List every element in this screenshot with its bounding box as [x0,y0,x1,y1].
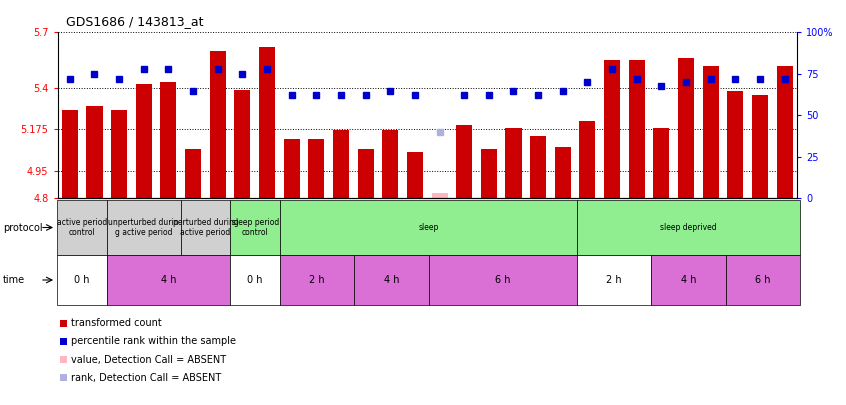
Text: 2 h: 2 h [607,275,622,285]
Text: 2 h: 2 h [310,275,325,285]
Bar [135,84,151,198]
Bar [555,147,571,198]
Text: perturbed during
active period: perturbed during active period [173,218,239,237]
Bar [111,110,127,198]
Bar [333,130,349,198]
Bar [358,149,374,198]
Bar [580,121,596,198]
Bar [210,51,226,198]
Text: 4 h: 4 h [681,275,696,285]
Bar [530,136,547,198]
Bar [308,139,324,198]
Text: unperturbed durin
g active period: unperturbed durin g active period [108,218,179,237]
Text: transformed count: transformed count [71,318,162,328]
Text: 4 h: 4 h [161,275,176,285]
Text: sleep deprived: sleep deprived [660,223,717,232]
Bar [703,66,719,198]
Bar [62,110,78,198]
Bar [185,149,201,198]
Bar [752,95,768,198]
Bar [629,60,645,198]
Text: percentile rank within the sample: percentile rank within the sample [71,337,236,347]
Text: 0 h: 0 h [74,275,90,285]
Text: 6 h: 6 h [495,275,510,285]
Text: protocol: protocol [3,222,42,232]
Bar [283,139,299,198]
Bar [505,128,521,198]
Bar [728,92,744,198]
Bar [678,58,694,198]
Bar [604,60,620,198]
Bar [481,149,497,198]
Bar [234,90,250,198]
Text: 6 h: 6 h [755,275,771,285]
Bar [407,152,423,198]
Text: GDS1686 / 143813_at: GDS1686 / 143813_at [66,15,204,28]
Text: sleep: sleep [418,223,439,232]
Bar [382,130,398,198]
Bar [777,66,793,198]
Text: 4 h: 4 h [383,275,399,285]
Bar [259,47,275,198]
Text: value, Detection Call = ABSENT: value, Detection Call = ABSENT [71,354,226,364]
Text: rank, Detection Call = ABSENT: rank, Detection Call = ABSENT [71,373,222,382]
Text: time: time [3,275,25,285]
Text: 0 h: 0 h [247,275,263,285]
Text: sleep period
control: sleep period control [232,218,279,237]
Bar [86,106,102,198]
Text: active period
control: active period control [57,218,107,237]
Bar [653,128,669,198]
Bar [456,125,472,198]
Bar [161,82,177,198]
Bar [431,193,448,198]
